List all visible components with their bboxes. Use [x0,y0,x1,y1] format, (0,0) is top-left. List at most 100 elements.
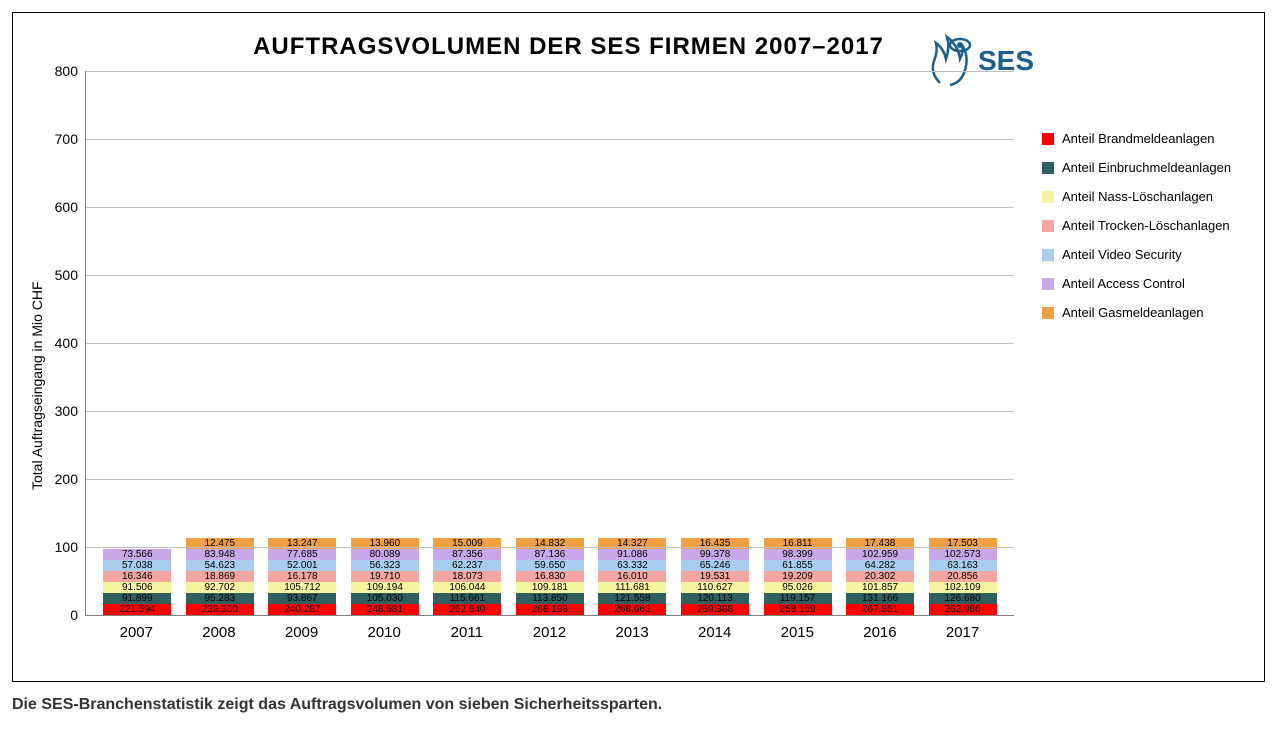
grid-line [86,411,1014,412]
y-tick-label: 200 [55,471,86,487]
segment-brand: 262.986 [929,604,997,615]
x-tick-label: 2011 [433,624,501,641]
x-tick-label: 2008 [185,624,253,641]
legend-item-einbruch: Anteil Einbruchmeldeanlagen [1042,160,1254,175]
segment-video: 63.163 [929,560,997,571]
legend-swatch [1042,191,1054,203]
legend-item-nass: Anteil Nass-Löschanlagen [1042,189,1254,204]
x-tick-label: 2007 [102,624,170,641]
segment-einbruch: 120.113 [681,593,749,604]
chart-frame: AUFTRAGSVOLUMEN DER SES FIRMEN 2007–2017… [12,12,1265,682]
segment-access: 80.089 [351,549,419,560]
segment-einbruch: 121.558 [598,593,666,604]
segment-nass: 110.627 [681,582,749,593]
grid-line [86,71,1014,72]
segment-nass: 101.857 [846,582,914,593]
grid-line [86,139,1014,140]
legend: Anteil Brandmeldeanlagen Anteil Einbruchm… [1024,71,1254,641]
legend-swatch [1042,133,1054,145]
segment-access: 83.948 [186,549,254,560]
legend-swatch [1042,307,1054,319]
segment-access: 102.573 [929,549,997,560]
segment-access: 99.378 [681,549,749,560]
legend-label: Anteil Nass-Löschanlagen [1062,189,1213,204]
legend-label: Anteil Gasmeldeanlagen [1062,305,1204,320]
segment-video: 62.237 [433,560,501,571]
segment-brand: 268.198 [516,604,584,615]
legend-swatch [1042,162,1054,174]
segment-access: 102.959 [846,549,914,560]
bar-2017: 262.986126.680102.10920.85663.163102.573… [929,538,997,615]
plot-area: 221.59491.89991.50616.34657.03873.566239… [85,71,1014,616]
segment-brand: 248.581 [351,604,419,615]
segment-trocken: 19.531 [681,571,749,582]
segment-brand: 240.287 [268,604,336,615]
bar-2009: 240.28793.867105.71216.17852.00177.68513… [268,538,336,615]
x-tick-label: 2016 [846,624,914,641]
legend-item-trocken: Anteil Trocken-Löschanlagen [1042,218,1254,233]
legend-label: Anteil Einbruchmeldeanlagen [1062,160,1231,175]
segment-nass: 91.506 [103,582,171,593]
y-tick-label: 0 [70,607,86,623]
legend-label: Anteil Video Security [1062,247,1182,262]
segment-brand: 239.300 [186,604,254,615]
grid-line [86,275,1014,276]
segment-access: 87.136 [516,549,584,560]
segment-trocken: 16.010 [598,571,666,582]
segment-nass: 105.712 [268,582,336,593]
legend-label: Anteil Access Control [1062,276,1185,291]
segment-trocken: 18.869 [186,571,254,582]
y-tick-label: 300 [55,403,86,419]
y-axis-label: Total Auftragseingang in Mio CHF [23,71,45,641]
caption: Die SES-Branchenstatistik zeigt das Auft… [12,696,1265,714]
segment-nass: 92.702 [186,582,254,593]
segment-trocken: 20.856 [929,571,997,582]
segment-nass: 109.194 [351,582,419,593]
bar-2016: 267.851131.166101.85720.30264.282102.959… [846,538,914,615]
segment-nass: 109.181 [516,582,584,593]
y-tick-label: 800 [55,63,86,79]
chart-title: AUFTRAGSVOLUMEN DER SES FIRMEN 2007–2017 [0,33,1254,61]
legend-label: Anteil Brandmeldeanlagen [1062,131,1215,146]
x-tick-label: 2017 [929,624,997,641]
segment-trocken: 16.830 [516,571,584,582]
grid-line [86,343,1014,344]
segment-nass: 95.026 [764,582,832,593]
bar-2013: 268.663121.558111.68116.01063.33291.0861… [598,538,666,615]
bar-2008: 239.30095.28392.70218.86954.62383.94812.… [186,538,254,615]
y-tick-label: 500 [55,267,86,283]
x-tick-label: 2015 [763,624,831,641]
segment-brand: 267.851 [846,604,914,615]
segment-video: 57.038 [103,560,171,571]
segment-einbruch: 131.166 [846,593,914,604]
bar-2015: 258.159119.15795.02619.20961.85598.39916… [764,538,832,615]
legend-swatch [1042,278,1054,290]
segment-einbruch: 115.661 [433,593,501,604]
segment-trocken: 19.209 [764,571,832,582]
segment-einbruch: 113.850 [516,593,584,604]
y-tick-label: 400 [55,335,86,351]
segment-video: 61.855 [764,560,832,571]
segment-access: 87.356 [433,549,501,560]
segment-video: 64.282 [846,560,914,571]
legend-item-brand: Anteil Brandmeldeanlagen [1042,131,1254,146]
bar-2014: 259.388120.113110.62719.53165.24699.3781… [681,538,749,615]
segment-nass: 106.044 [433,582,501,593]
segment-trocken: 18.073 [433,571,501,582]
legend-item-gas: Anteil Gasmeldeanlagen [1042,305,1254,320]
segment-video: 52.001 [268,560,336,571]
grid-line [86,207,1014,208]
x-axis: 2007200820092010201120122013201420152016… [45,616,1014,641]
segment-brand: 258.159 [764,604,832,615]
x-tick-label: 2012 [515,624,583,641]
segment-brand: 268.663 [598,604,666,615]
segment-nass: 111.681 [598,582,666,593]
segment-trocken: 19.710 [351,571,419,582]
segment-access: 91.086 [598,549,666,560]
bar-2010: 248.581105.030109.19419.71056.32380.0891… [351,538,419,615]
segment-trocken: 16.346 [103,571,171,582]
bar-2007: 221.59491.89991.50616.34657.03873.566 [103,549,171,615]
segment-brand: 259.388 [681,604,749,615]
segment-einbruch: 119.157 [764,593,832,604]
x-tick-label: 2009 [268,624,336,641]
